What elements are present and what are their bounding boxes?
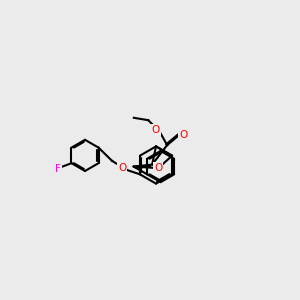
Text: O: O	[179, 130, 188, 140]
Text: O: O	[118, 163, 126, 173]
Text: F: F	[55, 164, 61, 174]
Text: O: O	[152, 125, 160, 135]
Text: O: O	[154, 163, 162, 173]
